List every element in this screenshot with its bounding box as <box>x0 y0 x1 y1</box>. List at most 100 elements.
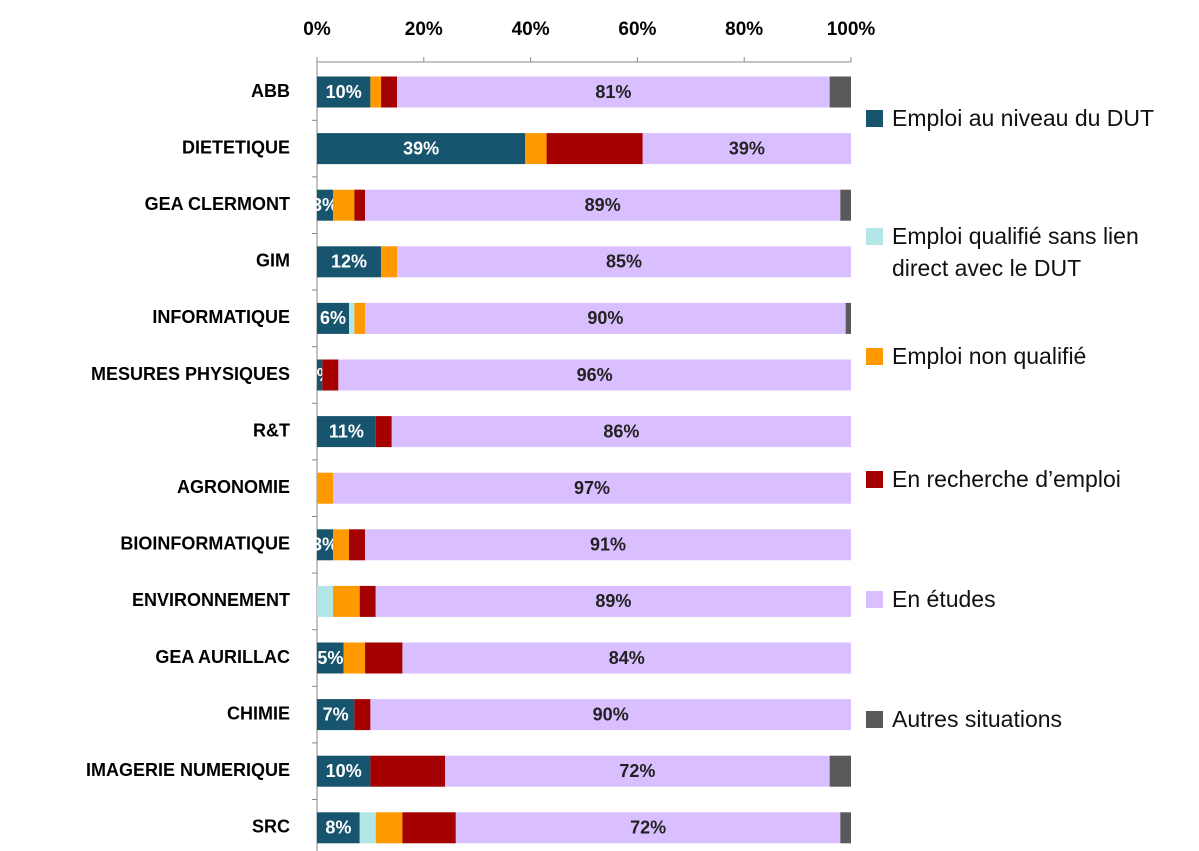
legend-label: Emploi au niveau du DUT <box>892 105 1155 131</box>
bar-segment <box>317 246 382 278</box>
x-tick-label: 20% <box>405 19 443 40</box>
bar-segment <box>343 642 366 674</box>
legend-item: Emploi non qualifié <box>866 340 1196 372</box>
bar-segment <box>829 76 851 108</box>
bar-segment <box>365 189 841 221</box>
category-label: R&T <box>253 420 290 440</box>
bar-segment <box>317 755 371 787</box>
data-label: 97% <box>574 478 610 498</box>
bar-segment <box>317 585 334 617</box>
bar-segment <box>333 189 355 221</box>
legend-swatch <box>866 471 883 488</box>
legend-label: Emploi non qualifié <box>892 343 1087 369</box>
bar-segment <box>845 302 851 334</box>
bar-segment <box>365 302 846 334</box>
bar-segment <box>359 812 376 844</box>
data-label: 84% <box>609 648 645 668</box>
bar-segment <box>375 812 403 844</box>
data-label: 81% <box>595 82 631 102</box>
data-label: 12% <box>331 252 367 272</box>
bar-segment <box>840 812 851 844</box>
data-label: 96% <box>577 365 613 385</box>
data-label: 3% <box>312 195 338 215</box>
bar-segment <box>546 133 643 165</box>
bar-segment <box>455 812 841 844</box>
legend-label: Emploi qualifié sans lien direct avec le… <box>892 223 1139 281</box>
bar-segment <box>354 302 366 334</box>
bar-segment <box>365 642 403 674</box>
category-label: SRC <box>252 817 290 837</box>
bar-segment <box>370 76 382 108</box>
category-label: GEA CLERMONT <box>145 194 290 214</box>
bar-segment <box>381 246 398 278</box>
category-label: ENVIRONNEMENT <box>132 590 290 610</box>
data-label: 5% <box>317 648 343 668</box>
legend-label: En recherche d’emploi <box>892 466 1121 492</box>
bar-segment <box>375 416 392 448</box>
bar-segment <box>322 359 339 391</box>
legend-swatch <box>866 110 883 127</box>
data-label: 7% <box>323 704 349 724</box>
category-label: MESURES PHYSIQUES <box>91 364 290 384</box>
bar-segment <box>840 189 851 221</box>
data-label: 72% <box>630 818 666 838</box>
data-label: 8% <box>325 818 351 838</box>
bar-segment <box>365 529 851 561</box>
bar-segment <box>381 76 398 108</box>
bar-segment <box>317 359 323 391</box>
category-label: INFORMATIQUE <box>152 307 290 327</box>
bar-segment <box>317 529 334 561</box>
data-label: 89% <box>595 591 631 611</box>
data-label: 89% <box>585 195 621 215</box>
data-label: 85% <box>606 252 642 272</box>
bar-segment <box>359 585 376 617</box>
data-label: 6% <box>320 308 346 328</box>
legend-item: Emploi qualifié sans lien direct avec le… <box>866 220 1196 284</box>
data-label: 86% <box>603 421 639 441</box>
data-label: 39% <box>729 138 765 158</box>
category-label: IMAGERIE NUMERIQUE <box>86 760 290 780</box>
bar-segment <box>349 302 355 334</box>
bar-segment <box>354 699 371 731</box>
category-label: AGRONOMIE <box>177 477 290 497</box>
data-label: 10% <box>326 82 362 102</box>
bar-segment <box>317 699 355 731</box>
category-label: GEA AURILLAC <box>155 647 290 667</box>
legend-item: Autres situations <box>866 703 1196 735</box>
data-label: 10% <box>326 761 362 781</box>
bar-segment <box>402 812 456 844</box>
category-label: CHIMIE <box>227 703 290 723</box>
bar-segment <box>354 189 366 221</box>
bar-segment <box>317 642 344 674</box>
x-tick-label: 40% <box>512 19 550 40</box>
category-label: DIETETIQUE <box>182 137 290 157</box>
bar-segment <box>397 76 830 108</box>
bar-segment <box>317 812 360 844</box>
bar-segment <box>317 302 350 334</box>
x-tick-label: 100% <box>827 19 876 40</box>
legend-item: En recherche d’emploi <box>866 463 1196 495</box>
data-label: 11% <box>329 421 364 441</box>
legend-label: En études <box>892 586 996 612</box>
data-label: 90% <box>587 308 623 328</box>
bar-segment <box>333 529 350 561</box>
data-label: 39% <box>403 138 439 158</box>
legend-swatch <box>866 348 883 365</box>
x-tick-label: 60% <box>618 19 656 40</box>
legend-swatch <box>866 711 883 728</box>
legend-swatch <box>866 228 883 245</box>
bar-segment <box>445 755 830 787</box>
bar-segment <box>375 585 851 617</box>
bar-segment <box>402 642 851 674</box>
bar-segment <box>317 189 334 221</box>
legend-label: Autres situations <box>892 706 1063 732</box>
data-label: 3% <box>312 535 338 555</box>
category-label: GIM <box>256 251 290 271</box>
legend-swatch <box>866 591 883 608</box>
bar-segment <box>338 359 851 391</box>
bar-segment <box>397 246 851 278</box>
bar-segment <box>642 133 851 165</box>
bar-segment <box>349 529 366 561</box>
bar-segment <box>391 416 851 448</box>
